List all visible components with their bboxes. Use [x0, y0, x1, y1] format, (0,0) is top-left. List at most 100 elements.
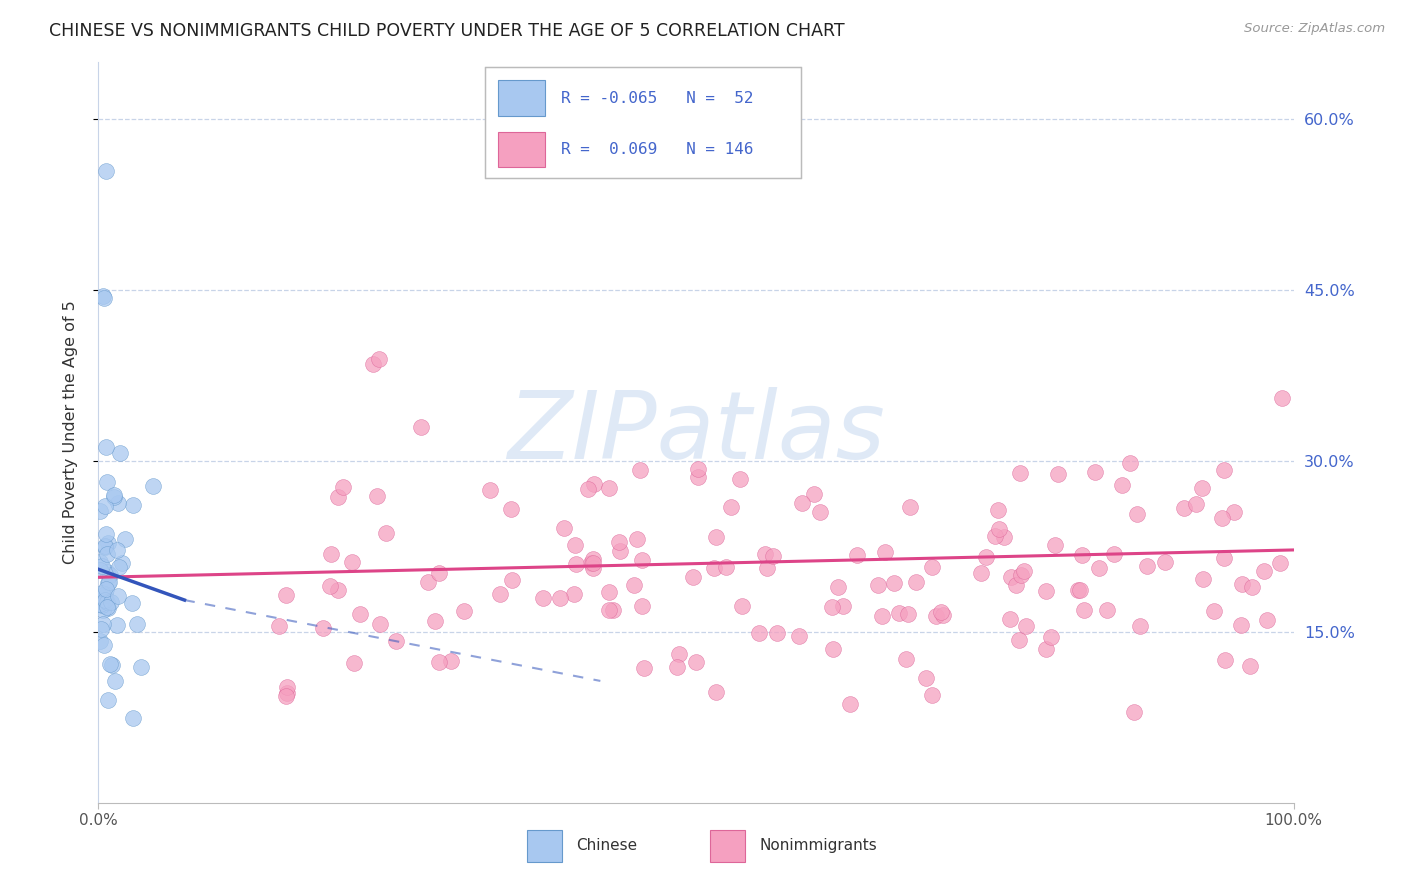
Point: [1073, 602, 1095, 616]
Point: [429, 655, 451, 669]
Point: [1035, 641, 1057, 656]
Point: [1211, 510, 1233, 524]
Point: [790, 496, 813, 510]
Point: [598, 481, 620, 495]
Point: [1185, 497, 1208, 511]
Point: [1126, 507, 1149, 521]
Point: [823, 641, 845, 656]
Point: [107, 589, 129, 603]
Point: [93, 638, 115, 652]
Point: [319, 579, 342, 593]
Point: [787, 629, 810, 643]
FancyBboxPatch shape: [498, 131, 546, 168]
Point: [96, 600, 118, 615]
Point: [100, 595, 122, 609]
Point: [94, 593, 117, 607]
Point: [987, 503, 1010, 517]
Point: [89, 555, 111, 569]
Point: [326, 491, 349, 505]
Point: [1095, 603, 1118, 617]
Point: [416, 575, 439, 590]
Point: [703, 561, 725, 575]
Point: [90, 586, 112, 600]
Point: [932, 607, 955, 622]
Point: [89, 634, 111, 648]
Point: [267, 618, 290, 632]
Point: [340, 555, 363, 569]
Point: [96, 526, 118, 541]
Point: [553, 521, 575, 535]
Point: [564, 538, 586, 552]
Point: [91, 603, 114, 617]
Point: [332, 480, 354, 494]
Point: [668, 647, 690, 661]
Point: [633, 661, 655, 675]
Point: [501, 573, 523, 587]
Point: [105, 542, 128, 557]
Point: [1213, 463, 1236, 477]
Point: [897, 607, 920, 622]
Point: [921, 559, 943, 574]
Point: [1010, 568, 1032, 582]
Point: [832, 599, 855, 613]
Point: [731, 599, 754, 613]
Point: [921, 688, 943, 702]
Point: [440, 654, 463, 668]
Point: [368, 351, 391, 366]
Point: [122, 711, 145, 725]
Point: [576, 482, 599, 496]
FancyBboxPatch shape: [710, 830, 745, 863]
Point: [93, 500, 115, 514]
Point: [579, 557, 602, 571]
Point: [94, 587, 117, 601]
Point: [321, 547, 343, 561]
Point: [1084, 465, 1107, 479]
Point: [1043, 538, 1066, 552]
Point: [607, 535, 630, 549]
Point: [274, 588, 297, 602]
Point: [1008, 632, 1031, 647]
FancyBboxPatch shape: [498, 80, 546, 116]
Point: [104, 674, 127, 689]
Point: [883, 576, 905, 591]
Point: [108, 560, 131, 574]
Point: [425, 614, 447, 628]
Point: [1046, 467, 1069, 482]
Point: [1136, 559, 1159, 574]
Point: [1154, 555, 1177, 569]
Point: [838, 698, 860, 712]
Point: [89, 504, 111, 518]
Point: [1111, 478, 1133, 492]
Point: [685, 655, 707, 669]
Text: Chinese: Chinese: [576, 838, 637, 853]
Point: [103, 488, 125, 502]
Point: [1015, 619, 1038, 633]
Point: [983, 528, 1005, 542]
Point: [686, 469, 709, 483]
Point: [1035, 584, 1057, 599]
Point: [1104, 547, 1126, 561]
Point: [1271, 392, 1294, 406]
Point: [976, 550, 998, 565]
Point: [762, 549, 785, 563]
Point: [131, 660, 153, 674]
Point: [565, 557, 588, 571]
Point: [349, 607, 371, 621]
Point: [366, 489, 388, 503]
Point: [914, 671, 936, 685]
Point: [111, 556, 134, 570]
Y-axis label: Child Poverty Under the Age of 5: Child Poverty Under the Age of 5: [63, 301, 77, 565]
Point: [370, 616, 392, 631]
Point: [1067, 582, 1090, 597]
Point: [755, 561, 778, 575]
Point: [808, 505, 831, 519]
Point: [103, 490, 125, 504]
Point: [630, 553, 652, 567]
Point: [343, 656, 366, 670]
Point: [1088, 561, 1111, 575]
Point: [704, 685, 727, 699]
Point: [582, 556, 605, 570]
Point: [276, 680, 298, 694]
Point: [89, 597, 111, 611]
Point: [91, 289, 114, 303]
